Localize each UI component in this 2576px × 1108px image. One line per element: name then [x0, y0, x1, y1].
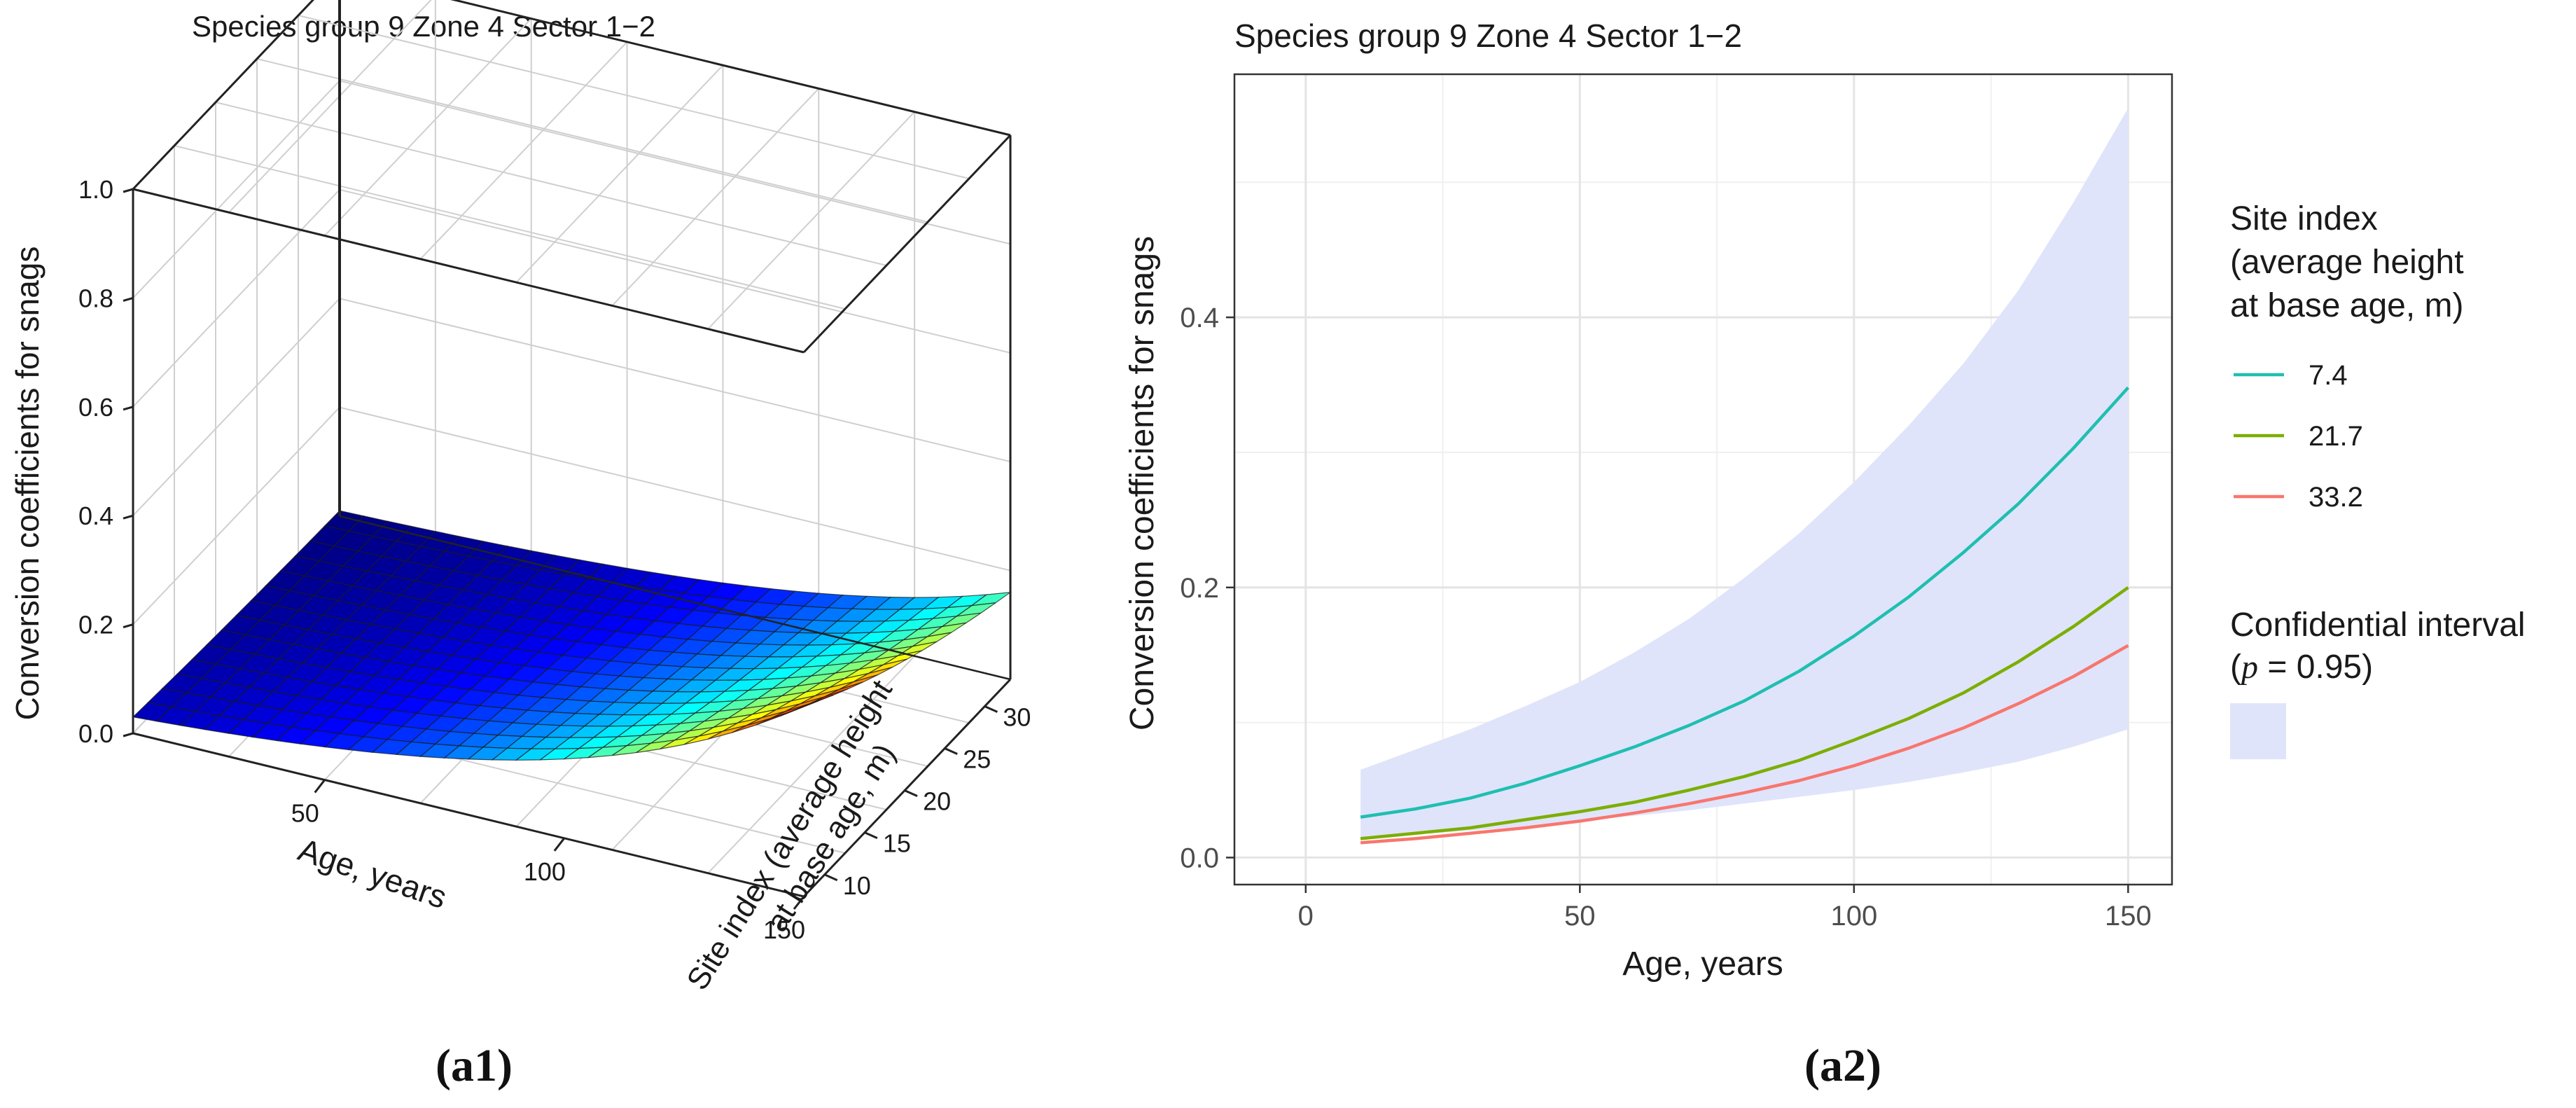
legend-band-title: Confidential interval	[2230, 607, 2526, 644]
a1-y-tick	[864, 831, 878, 840]
a1-surface	[132, 510, 1012, 761]
a1-top-gridline	[419, 41, 628, 260]
a1-y-tick	[824, 873, 838, 882]
a1-x-tick-label: 50	[291, 799, 319, 828]
a1-y-tick	[904, 789, 918, 797]
a1-y-tick	[944, 747, 958, 755]
a1-top-gridline	[215, 102, 887, 266]
a2-series-line-21.7	[1360, 586, 2129, 840]
a2-ylabel: Conversion coefficients for snags	[1124, 236, 1161, 730]
legend-title-line3: at base age, m)	[2230, 287, 2464, 324]
legend-title-line2: (average height	[2230, 244, 2464, 281]
a2-y-tick-label: 0.4	[1180, 303, 1219, 333]
a1-panel-label: (a1)	[436, 1040, 513, 1091]
a1-side-wall-gridline	[339, 188, 1011, 354]
a1-z-tick-label: 0.2	[78, 611, 113, 639]
a1-x-tick	[793, 896, 805, 910]
a1-side-wall-gridline	[339, 298, 1011, 463]
a1-z-tick	[123, 732, 134, 737]
a1-x-tick	[553, 837, 566, 852]
a1-top-gridline	[228, 0, 432, 213]
a1-frame-edge	[450, 0, 1011, 137]
a2-x-tick-label: 50	[1564, 901, 1596, 932]
a2-legend: Site index (average height at base age, …	[2230, 200, 2526, 759]
a1-top-gridline	[707, 111, 915, 330]
a1-x-tick	[314, 779, 326, 794]
a1-z-tick-label: 0.6	[78, 393, 113, 422]
a1-y-tick-label: 15	[883, 829, 911, 858]
a1-z-tick	[123, 623, 134, 629]
legend-band-p-symbol: p	[2239, 649, 2258, 686]
a1-frame-edge	[132, 188, 805, 354]
a1-z-tick-label: 1.0	[78, 175, 113, 204]
legend-band-paren: (	[2230, 649, 2241, 686]
a1-box-frame	[132, 0, 1012, 898]
a1-top-gridline	[323, 18, 532, 237]
a1-top-gridline	[611, 88, 820, 307]
a1-y-tick-label: 10	[843, 871, 871, 900]
a2-axis-ticks: 0 50 100 150 0.0 0.2 0.4	[1180, 303, 2151, 932]
a1-frame-edge	[339, 515, 1011, 681]
a1-y-tick	[984, 705, 998, 713]
a1-xlabel: Age, years	[294, 831, 452, 915]
a1-axis-ticks: 0.0 0.2 0.4 0.6 0.8 1.0 50 100 150 10 15 20 25 30	[78, 175, 1031, 944]
a2-x-tick-label: 0	[1298, 901, 1314, 932]
a2-series-line-33.2	[1360, 644, 2129, 845]
a1-back-wall-gridline	[132, 189, 340, 408]
a1-side-wall-gridline	[339, 80, 1011, 245]
a1-frame-edge	[132, 732, 805, 898]
a2-series-lines	[1360, 386, 2130, 845]
a1-y-tick-label: 20	[923, 787, 951, 816]
a1-frame-edge	[802, 134, 1012, 354]
legend-series-keys: 7.4 21.7 33.2	[2234, 360, 2363, 513]
a1-zlabel: Conversion coefficients for snags	[9, 247, 46, 721]
a1-top-gridline	[298, 15, 970, 179]
a1-x-tick-label: 150	[763, 915, 805, 944]
panel-a2-line-chart: Species group 9 Zone 4 Sector 1−2 0 50 100…	[1124, 18, 2526, 1091]
a2-series-line-7.4	[1360, 386, 2130, 819]
legend-key-label-7.4: 7.4	[2309, 360, 2348, 391]
panel-a1-surface-chart: Species group 9 Zone 4 Sector 1−2 0.0 0.2…	[9, 0, 1031, 1091]
a1-top-gridline	[256, 58, 928, 223]
a2-y-tick-label: 0.2	[1180, 573, 1219, 604]
a1-z-tick-label: 0.4	[78, 501, 113, 530]
a1-top-gridline	[515, 64, 724, 283]
legend-key-label-33.2: 33.2	[2309, 482, 2363, 513]
a1-x-tick-label: 100	[524, 857, 566, 886]
legend-band-pvalue: = 0.95)	[2258, 649, 2373, 686]
a2-x-tick-label: 150	[2105, 901, 2152, 932]
a1-frame-edge	[802, 678, 1012, 898]
a2-plot-border	[1233, 73, 2173, 886]
a1-back-wall-gridline	[132, 80, 340, 299]
a1-y-tick-label: 25	[963, 745, 991, 774]
a2-y-tick-label: 0.0	[1180, 843, 1219, 873]
a2-x-tick-label: 100	[1830, 901, 1877, 932]
a1-back-wall-gridline	[132, 406, 340, 625]
a1-back-wall-gridline	[132, 298, 340, 516]
a2-confidence-band	[1360, 108, 2129, 839]
a1-z-tick-label: 0.8	[78, 284, 113, 312]
a1-floor-gridline	[707, 656, 915, 874]
legend-title-line1: Site index	[2230, 200, 2378, 237]
a1-y-tick-label: 30	[1003, 702, 1031, 731]
a2-title: Species group 9 Zone 4 Sector 1−2	[1234, 18, 1742, 54]
a1-z-tick-label: 0.0	[78, 719, 113, 748]
a1-z-tick	[123, 188, 134, 193]
a2-xlabel: Age, years	[1622, 946, 1783, 983]
a1-frame-edge	[132, 0, 315, 191]
a1-top-gridline	[174, 145, 846, 310]
legend-band-key	[2230, 703, 2286, 759]
a1-title: Species group 9 Zone 4 Sector 1−2	[192, 10, 655, 43]
a1-z-tick	[123, 406, 134, 411]
a1-z-tick	[123, 296, 134, 302]
a1-z-tick	[123, 514, 134, 520]
a2-panel-label: (a2)	[1804, 1040, 1881, 1091]
a1-side-wall-gridline	[339, 406, 1011, 572]
legend-key-label-21.7: 21.7	[2309, 421, 2363, 452]
legend-band-subtitle: (p = 0.95)	[2230, 649, 2373, 686]
a1-surface-facet	[779, 700, 819, 717]
